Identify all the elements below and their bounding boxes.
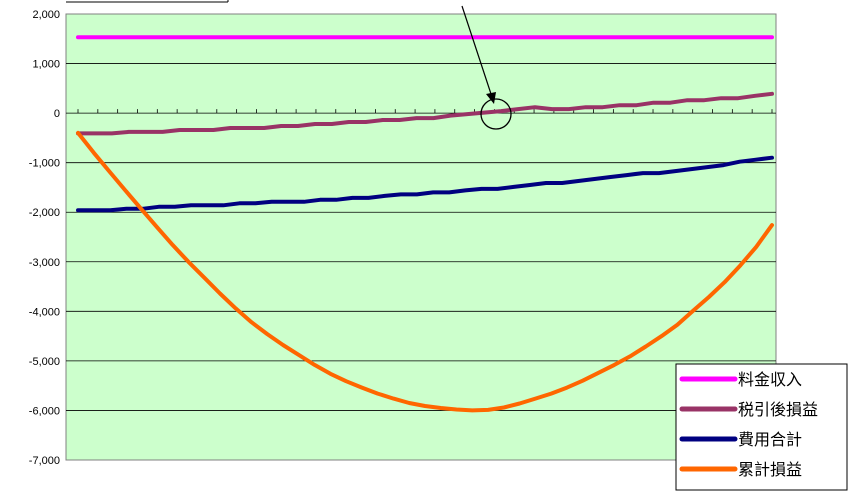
plot-area [65, 13, 777, 461]
y-tick-label: -7,000 [29, 455, 60, 467]
y-tick-label: 1,000 [32, 59, 60, 71]
y-tick-label: -1,000 [29, 158, 60, 170]
break-even-annotation [66, 0, 512, 130]
y-tick-label: -4,000 [29, 306, 60, 318]
x-axis [77, 109, 773, 114]
y-tick-label: -6,000 [29, 405, 60, 417]
y-tick-label: 2,000 [32, 9, 60, 21]
series-lines [76, 35, 774, 413]
annotation-arrow-head [486, 92, 496, 104]
series-line [76, 130, 774, 413]
y-tick-label: -3,000 [29, 257, 60, 269]
y-tick-label: -5,000 [29, 356, 60, 368]
gridlines [66, 63, 776, 411]
series-line [76, 91, 774, 136]
y-axis-ticks: 2,000 1,000 0 -1,000 -2,000 -3,000 -4,000 -5,00… [29, 9, 60, 467]
legend-label: 累計損益 [738, 460, 802, 479]
y-tick-label: 0 [54, 108, 60, 120]
y-tick-label: -2,000 [29, 207, 60, 219]
annotation-arrow-line [461, 5, 493, 98]
annotation-circle [480, 98, 512, 130]
series-line [76, 155, 774, 213]
legend-label: 料金収入 [738, 370, 802, 389]
legend-label: 税引後損益 [738, 400, 818, 419]
legend-label: 費用合計 [738, 430, 802, 449]
